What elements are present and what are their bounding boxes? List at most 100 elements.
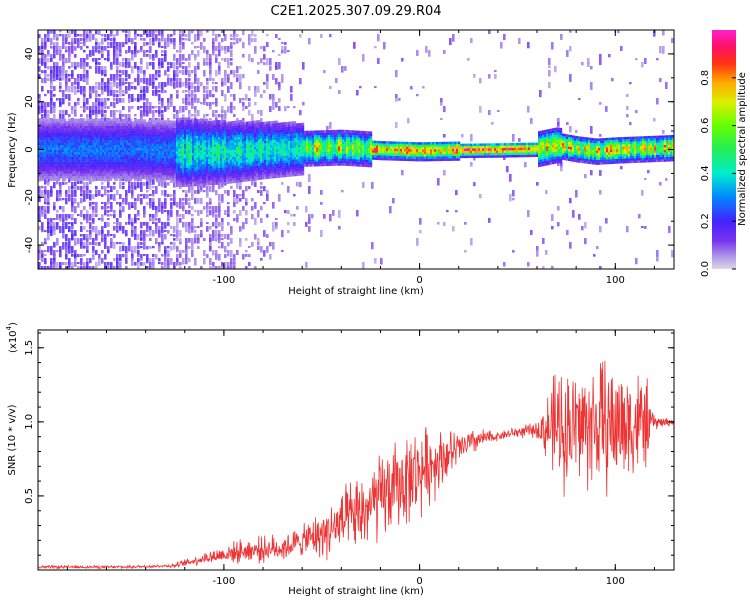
heat-cell — [104, 152, 107, 155]
heat-cell — [192, 119, 195, 122]
heat-cell — [54, 137, 57, 141]
heat-cell — [86, 171, 89, 174]
heat-cell — [64, 123, 67, 126]
heat-cell — [215, 238, 218, 242]
heat-cell — [233, 34, 236, 41]
heat-cell — [160, 158, 163, 161]
heat-cell — [192, 181, 195, 185]
heat-cell — [190, 150, 193, 154]
heat-cell — [140, 38, 143, 41]
heat-cell — [178, 170, 181, 173]
heat-cell — [52, 161, 55, 165]
heat-cell — [170, 139, 173, 143]
heat-cell — [60, 164, 63, 167]
heat-cell — [185, 190, 188, 198]
heat-cell — [464, 222, 467, 225]
heat-cell — [44, 149, 47, 153]
heat-cell — [96, 135, 99, 138]
heat-cell — [155, 74, 158, 79]
heat-cell — [64, 140, 67, 143]
heat-cell — [102, 168, 105, 172]
heat-cell — [180, 129, 183, 133]
heat-cell — [86, 118, 89, 122]
heat-cell — [101, 38, 104, 45]
heat-cell — [119, 266, 122, 269]
heat-cell — [194, 159, 197, 163]
heat-cell — [136, 147, 139, 151]
heat-cell — [190, 141, 193, 144]
heat-cell — [491, 122, 494, 125]
heat-cell — [134, 118, 137, 122]
heat-cell — [200, 218, 203, 226]
heat-cell — [42, 154, 45, 158]
heat-cell — [126, 166, 129, 169]
heat-cell — [54, 168, 57, 172]
heat-cell — [104, 149, 107, 153]
heat-cell — [58, 118, 61, 122]
heat-cell — [214, 146, 217, 150]
heat-cell — [56, 214, 59, 220]
heat-cell — [107, 198, 110, 204]
heat-cell — [120, 152, 123, 155]
heat-cell — [218, 194, 221, 202]
heat-cell — [308, 174, 311, 182]
heat-cell — [281, 182, 284, 185]
heat-cell — [179, 34, 182, 40]
heat-cell — [41, 46, 44, 50]
heat-cell — [71, 198, 74, 206]
heat-cell — [71, 202, 74, 208]
heat-cell — [148, 174, 151, 178]
heat-cell — [263, 54, 266, 60]
heat-cell — [239, 210, 242, 216]
heat-cell — [152, 190, 155, 195]
heat-cell — [136, 164, 139, 167]
heat-cell — [200, 159, 203, 163]
heat-cell — [152, 167, 155, 171]
heat-cell — [82, 173, 85, 177]
heat-cell — [176, 238, 179, 242]
heat-cell — [164, 226, 167, 229]
heat-cell — [178, 177, 181, 180]
heat-cell — [137, 254, 140, 258]
heat-cell — [71, 254, 74, 257]
heat-cell — [665, 82, 668, 90]
heat-cell — [54, 128, 57, 131]
heat-cell — [206, 168, 209, 172]
heat-cell — [80, 114, 83, 117]
heat-cell — [86, 214, 89, 221]
heat-cell — [136, 152, 139, 156]
heat-cell — [152, 136, 155, 139]
heat-cell — [50, 154, 53, 158]
heat-cell — [101, 70, 104, 76]
heat-cell — [86, 210, 89, 214]
heat-cell — [278, 98, 281, 103]
heat-cell — [108, 173, 111, 177]
heat-cell — [110, 62, 113, 67]
heat-cell — [152, 129, 155, 132]
heat-cell — [214, 160, 217, 164]
heat-cell — [185, 102, 188, 106]
heat-cell — [176, 218, 179, 222]
heat-cell — [65, 242, 68, 250]
heat-cell — [215, 254, 218, 260]
heat-cell — [146, 121, 149, 125]
heat-cell — [161, 206, 164, 209]
heat-cell — [184, 131, 187, 135]
heat-cell — [120, 173, 123, 177]
heat-cell — [64, 125, 67, 129]
heat-cell — [126, 161, 129, 165]
heat-cell — [94, 123, 97, 126]
heat-cell — [60, 168, 63, 172]
heat-cell — [38, 142, 41, 146]
heat-cell — [116, 171, 119, 174]
heat-cell — [140, 222, 143, 229]
heat-cell — [170, 202, 173, 210]
heat-cell — [206, 130, 209, 133]
heat-cell — [110, 176, 113, 179]
heat-cell — [53, 226, 56, 232]
heat-cell — [180, 139, 183, 142]
heat-cell — [188, 174, 191, 178]
heat-cell — [230, 226, 233, 234]
heat-cell — [134, 133, 137, 136]
heat-cell — [671, 38, 674, 43]
